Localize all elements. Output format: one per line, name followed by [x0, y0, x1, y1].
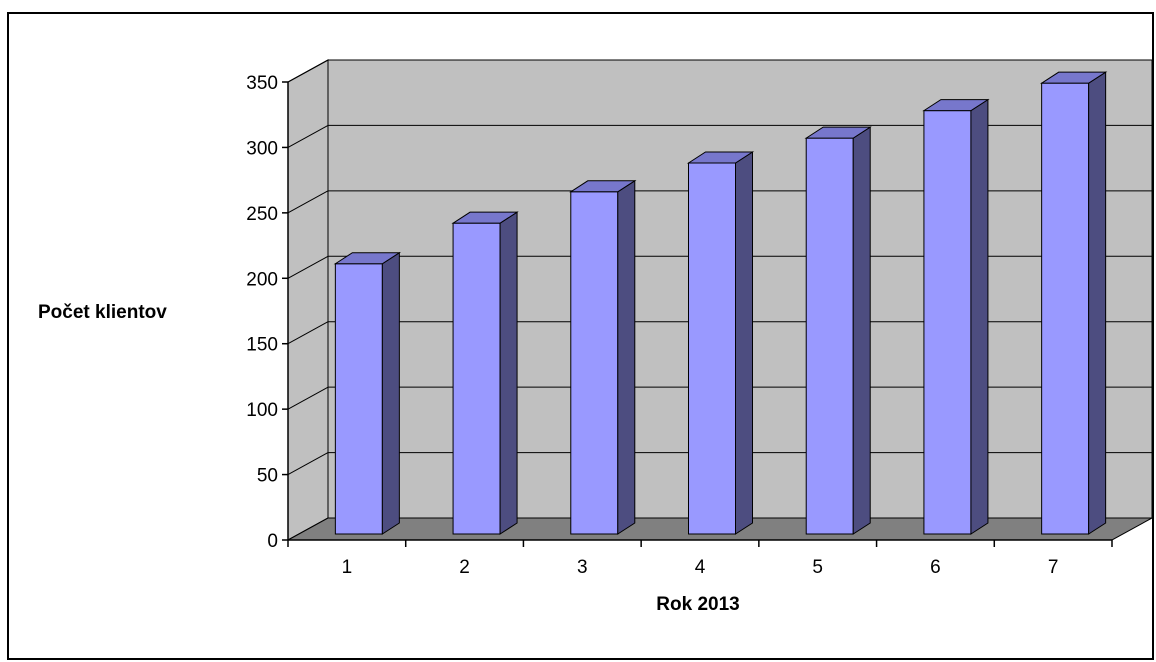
bar-top: [451, 211, 519, 224]
bar-top: [569, 180, 637, 193]
y-tick-label: 350: [246, 73, 278, 94]
bar-side: [970, 98, 989, 535]
gridline-side: [287, 190, 329, 214]
x-tick-label: 1: [342, 557, 353, 578]
gridline-side: [287, 255, 329, 279]
bar-front: [1041, 82, 1090, 535]
bar-3: [569, 179, 637, 535]
x-tick-label: 2: [459, 557, 470, 578]
bar-front: [805, 137, 854, 535]
bar-front: [688, 162, 736, 535]
bar-top: [804, 126, 872, 139]
bars: [333, 71, 1108, 535]
bar-side: [852, 126, 871, 535]
y-tick-label: 200: [246, 269, 278, 290]
bar-front: [570, 191, 619, 535]
side-wall: [287, 59, 329, 541]
bar-top: [686, 151, 755, 164]
y-tick-label: 300: [246, 138, 278, 159]
bar-4: [686, 151, 755, 535]
bar-6: [922, 98, 990, 535]
bar-front: [334, 263, 383, 535]
axes: [282, 81, 1113, 547]
bar-side: [381, 251, 400, 535]
bar-1: [333, 251, 402, 535]
bar-front: [452, 222, 501, 535]
bar-front: [923, 110, 972, 535]
bar-side: [1088, 71, 1107, 535]
y-axis-title: Počet klientov: [38, 302, 167, 323]
bar-top: [922, 99, 990, 112]
gridline-side: [287, 59, 329, 83]
x-tick-label: 3: [577, 557, 588, 578]
y-tick-label: 100: [246, 400, 278, 421]
bar-top: [333, 252, 402, 265]
y-tick-label: 250: [246, 204, 278, 225]
x-axis-title: Rok 2013: [656, 594, 739, 615]
x-tick-label: 7: [1048, 557, 1059, 578]
y-tick-label: 150: [246, 335, 278, 356]
bar-side: [499, 211, 518, 535]
gridline-side: [287, 452, 329, 476]
x-tick-label: 6: [930, 557, 941, 578]
bar-5: [804, 126, 872, 535]
bar-top: [1039, 71, 1108, 84]
y-tick-label: 50: [257, 466, 278, 487]
gridline-side: [287, 124, 329, 148]
y-tick-labels: 0 50 100 150 200 250 300 350: [246, 73, 278, 552]
bar-side: [617, 179, 636, 535]
bar-2: [451, 211, 519, 535]
y-tick-label: 0: [267, 531, 278, 552]
gridline-side: [287, 321, 329, 345]
x-tick-label: 4: [695, 557, 706, 578]
gridline-side: [287, 386, 329, 410]
x-tick-labels: 1 2 3 4 5 6 7: [342, 557, 1059, 578]
bar-7: [1039, 71, 1108, 535]
bar-side: [735, 151, 753, 535]
x-tick-label: 5: [812, 557, 823, 578]
